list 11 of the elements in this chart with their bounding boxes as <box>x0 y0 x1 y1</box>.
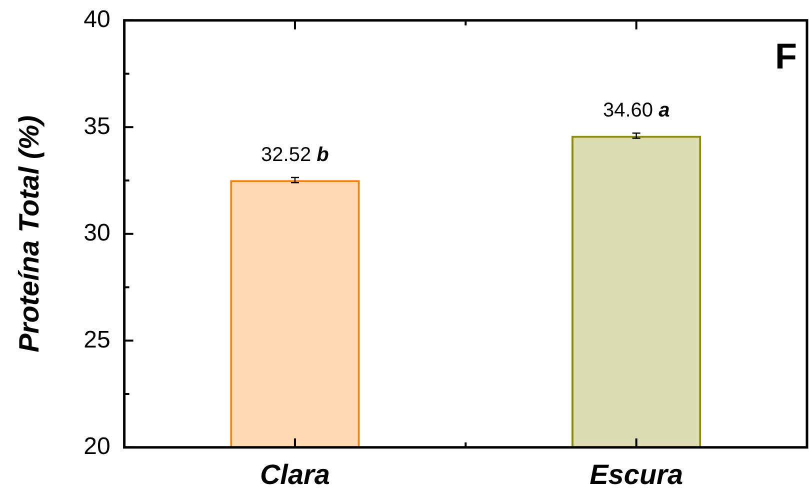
data-label: 34.60 a <box>602 100 670 122</box>
y-tick-label: 30 <box>84 220 110 247</box>
y-tick-label: 25 <box>84 326 110 354</box>
annotation: F <box>775 35 797 76</box>
y-tick-label: 35 <box>84 112 110 140</box>
x-tick-label: Clara <box>260 458 330 490</box>
y-tick-label: 40 <box>84 6 110 34</box>
y-tick-label: 20 <box>84 433 110 460</box>
data-label: 32.52 b <box>261 144 329 166</box>
x-tick-label: Escura <box>590 458 684 490</box>
y-axis-title: Proteína Total (%) <box>14 115 45 352</box>
